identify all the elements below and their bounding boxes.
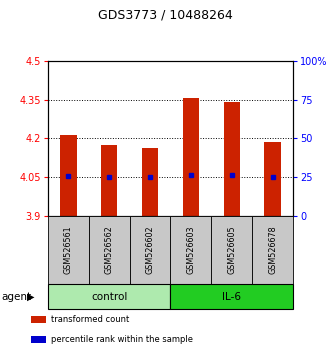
Bar <box>31 336 46 343</box>
Bar <box>170 216 211 284</box>
Text: IL-6: IL-6 <box>222 291 241 302</box>
Bar <box>170 284 293 309</box>
Text: GSM526605: GSM526605 <box>227 226 236 274</box>
Text: GSM526678: GSM526678 <box>268 226 277 274</box>
Bar <box>264 142 281 216</box>
Text: ▶: ▶ <box>27 291 35 302</box>
Text: GSM526561: GSM526561 <box>64 226 73 274</box>
Bar <box>60 135 76 216</box>
Text: GDS3773 / 10488264: GDS3773 / 10488264 <box>98 9 233 22</box>
Bar <box>183 98 199 216</box>
Bar <box>223 102 240 216</box>
Bar <box>252 216 293 284</box>
Bar <box>211 216 252 284</box>
Bar <box>31 316 46 323</box>
Text: GSM526602: GSM526602 <box>146 226 155 274</box>
Text: control: control <box>91 291 127 302</box>
Bar <box>130 216 170 284</box>
Text: transformed count: transformed count <box>51 315 129 324</box>
Bar <box>89 216 130 284</box>
Bar <box>48 216 89 284</box>
Text: GSM526603: GSM526603 <box>186 226 195 274</box>
Text: GSM526562: GSM526562 <box>105 225 114 274</box>
Text: percentile rank within the sample: percentile rank within the sample <box>51 335 193 344</box>
Bar <box>101 145 118 216</box>
Bar <box>142 148 158 216</box>
Bar <box>48 284 170 309</box>
Text: agent: agent <box>2 291 32 302</box>
